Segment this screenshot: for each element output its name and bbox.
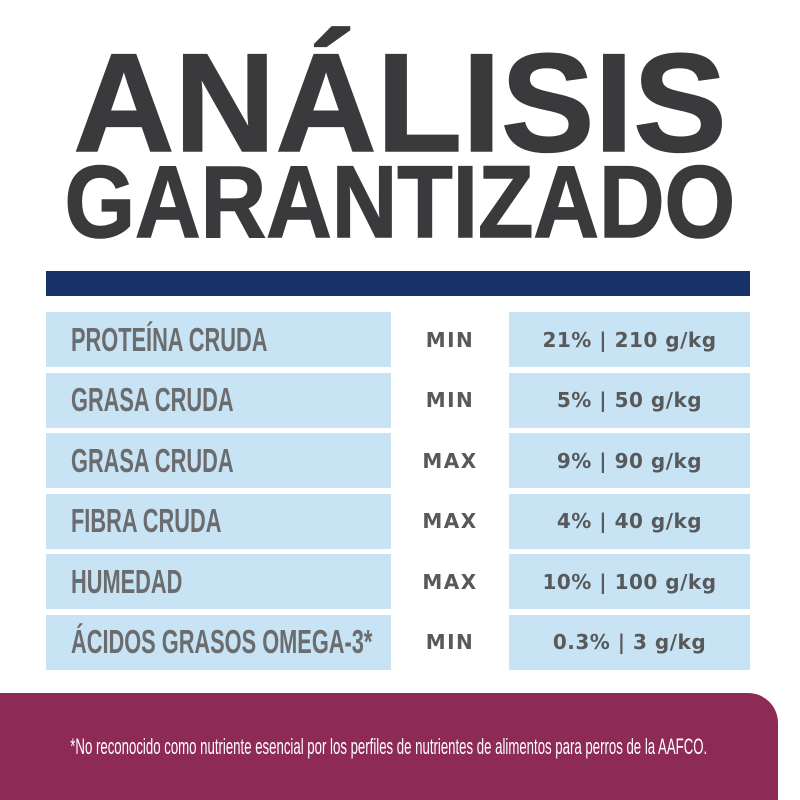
navy-divider-bar	[46, 271, 750, 296]
nutrient-label-cell: HUMEDAD	[46, 554, 391, 609]
qualifier-label: MAX	[422, 569, 478, 594]
nutrient-value: 4% | 40 g/kg	[509, 493, 750, 549]
nutrient-value: 5% | 50 g/kg	[509, 372, 750, 428]
nutrient-label-cell: PROTEÍNA CRUDA	[46, 312, 391, 367]
qualifier-label: MAX	[422, 509, 478, 533]
table-row: FIBRA CRUDA MAX 4% | 40 g/kg	[46, 493, 750, 549]
footnote-text: *No reconocido como nutriente esencial p…	[70, 733, 708, 759]
table-row: GRASA CRUDA MIN 5% | 50 g/kg	[46, 372, 750, 428]
panel-title-line2-text: GARANTIZADO	[64, 145, 736, 259]
footnote-bar: *No reconocido como nutriente esencial p…	[0, 693, 778, 800]
panel-title-line2: GARANTIZADO	[0, 145, 800, 259]
nutrient-label: GRASA CRUDA	[71, 381, 234, 418]
analysis-table: PROTEÍNA CRUDA MIN 21% | 210 g/kg GRASA …	[46, 312, 750, 670]
nutrient-label-cell: GRASA CRUDA	[46, 433, 391, 488]
nutrient-value: 9% | 90 g/kg	[509, 433, 750, 488]
nutrient-value: 0.3% | 3 g/kg	[509, 614, 750, 670]
nutrient-label: ÁCIDOS GRASOS OMEGA-3*	[71, 623, 373, 660]
nutrient-value: 10% | 100 g/kg	[509, 554, 750, 609]
qualifier-label: MIN	[425, 327, 475, 352]
panel-title-line1: ANÁLISIS	[73, 24, 728, 181]
nutrient-label-cell: ÁCIDOS GRASOS OMEGA-3*	[46, 614, 391, 670]
qualifier-label: MIN	[425, 388, 475, 412]
table-row: PROTEÍNA CRUDA MIN 21% | 210 g/kg	[46, 312, 750, 367]
nutrient-label: PROTEÍNA CRUDA	[71, 320, 268, 358]
table-row: GRASA CRUDA MAX 9% | 90 g/kg	[46, 433, 750, 488]
nutrient-label-cell: GRASA CRUDA	[46, 372, 391, 428]
nutrient-label-cell: FIBRA CRUDA	[46, 493, 391, 549]
nutrient-value: 21% | 210 g/kg	[509, 312, 750, 367]
table-row: HUMEDAD MAX 10% | 100 g/kg	[46, 554, 750, 609]
qualifier-label: MAX	[422, 448, 478, 473]
nutrient-label: HUMEDAD	[71, 562, 183, 600]
table-row: ÁCIDOS GRASOS OMEGA-3* MIN 0.3% | 3 g/kg	[46, 614, 750, 670]
nutrient-label: FIBRA CRUDA	[71, 502, 222, 539]
nutrient-label: GRASA CRUDA	[71, 441, 234, 479]
qualifier-label: MIN	[425, 630, 475, 654]
